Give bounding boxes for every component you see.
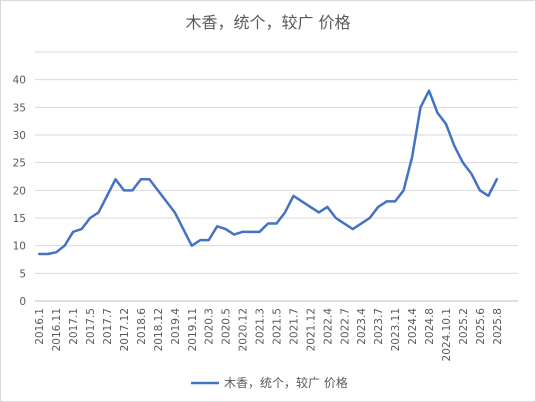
y-tick-label: 15 (13, 213, 26, 225)
x-tick-label: 2021.12 (305, 308, 317, 351)
y-tick-label: 0 (19, 296, 26, 308)
y-tick-label: 25 (13, 158, 26, 170)
chart-title: 木香，统个，较广 价格 (185, 13, 350, 32)
x-tick-label: 2022.7 (339, 308, 351, 345)
series-group (37, 89, 499, 256)
x-tick-label: 2023.4 (356, 308, 368, 345)
y-tick-label: 10 (13, 241, 26, 253)
x-tick-label: 2021.3 (255, 308, 267, 345)
x-tick-label: 2019.4 (170, 308, 182, 345)
x-tick-label: 2023.7 (373, 308, 385, 345)
x-tick-label: 2020.3 (204, 308, 216, 345)
x-tick-label: 2020.5 (221, 308, 233, 345)
x-tick-label: 2024.4 (407, 308, 419, 345)
x-tick-label: 2016.11 (51, 308, 63, 351)
x-tick-label: 2020.12 (238, 308, 250, 351)
gridlines (35, 51, 518, 302)
x-tick-label: 2025.2 (458, 308, 470, 345)
x-axis-tick-labels: 2016.1 2016.11 2017.1 2017.5 2017.7 2017.12 20… (34, 308, 504, 362)
series-line (37, 89, 499, 256)
x-tick-label: 2017.12 (119, 308, 131, 351)
x-tick-label: 2021.5 (272, 308, 284, 345)
y-tick-label: 5 (19, 268, 26, 280)
y-tick-label: 30 (13, 130, 26, 142)
y-tick-label: 40 (13, 75, 26, 87)
x-tick-label: 2018.6 (136, 308, 148, 345)
x-tick-label: 2017.1 (68, 308, 80, 345)
x-tick-label: 2024.10.1 (441, 308, 453, 361)
x-tick-label: 2022.4 (322, 308, 334, 345)
x-tick-label: 2018.12 (153, 308, 165, 351)
x-tick-label: 2024.8 (424, 308, 436, 345)
y-axis-tick-labels: 0 5 10 15 20 25 30 35 40 (13, 75, 26, 308)
legend: 木香，统个，较广 价格 (191, 375, 348, 390)
x-tick-label: 2021.7 (288, 308, 300, 345)
x-tick-label: 2016.1 (34, 308, 46, 345)
y-tick-label: 20 (13, 185, 26, 197)
x-tick-label: 2017.7 (102, 308, 114, 345)
legend-label: 木香，统个，较广 价格 (224, 375, 348, 390)
y-tick-label: 35 (13, 102, 26, 114)
x-tick-label: 2025.8 (492, 308, 504, 345)
x-tick-label: 2025.6 (475, 308, 487, 345)
x-tick-label: 2019.11 (187, 308, 199, 351)
x-tick-label: 2023.11 (390, 308, 402, 351)
x-tick-label: 2017.5 (85, 308, 97, 345)
